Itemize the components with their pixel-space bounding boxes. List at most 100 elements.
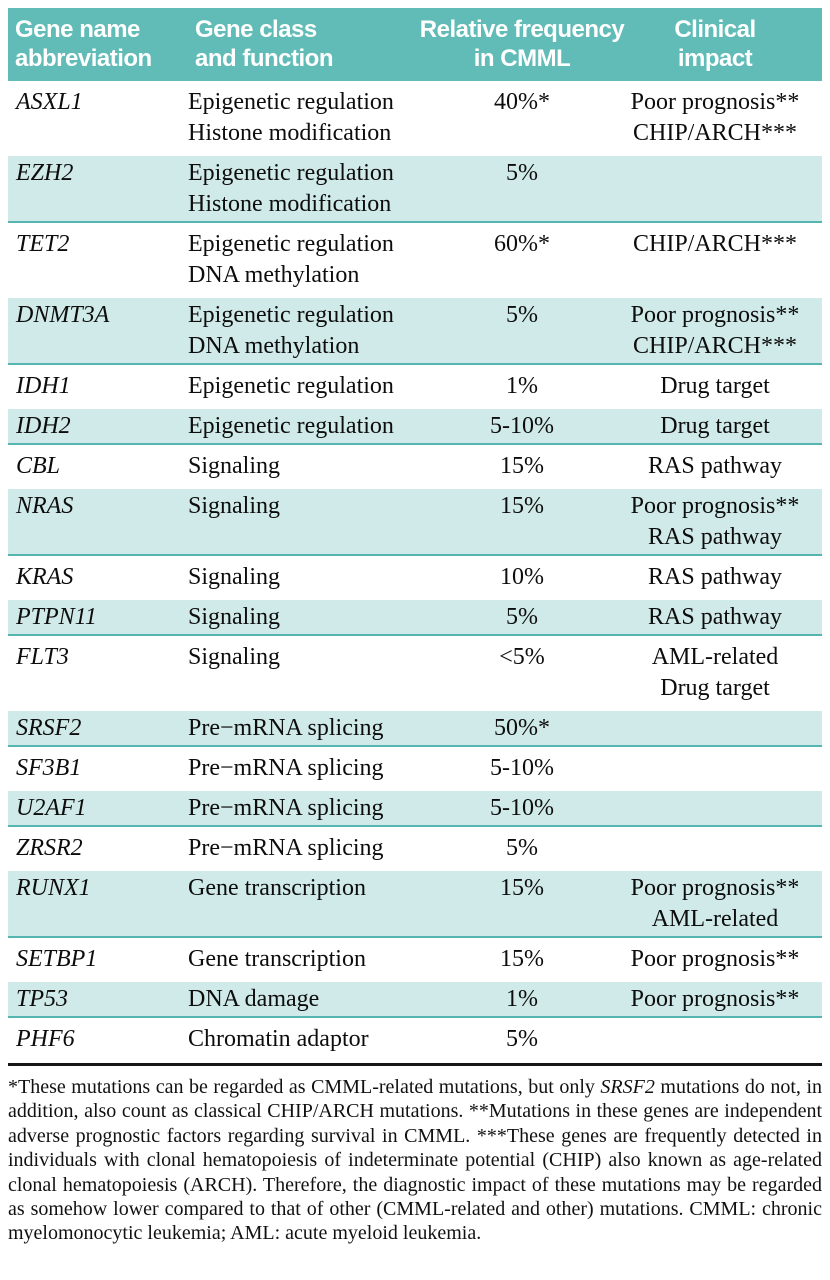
gene-class-cell: Pre−mRNA splicing	[188, 753, 416, 784]
gene-name-cell: CBL	[16, 453, 61, 479]
gene-class-cell: Epigenetic regulation DNA methylation	[188, 229, 416, 291]
clinical-impact-cell: Poor prognosis** CHIP/ARCH***	[628, 87, 822, 149]
gene-class-line: Signaling	[188, 453, 281, 479]
gene-class-cell: Epigenetic regulation	[188, 411, 416, 442]
gene-class-line: DNA damage	[188, 986, 320, 1012]
table-row: EZH2 Epigenetic regulation Histone modific…	[8, 156, 822, 223]
table-row: PHF6 Chromatin adaptor 5%	[8, 1018, 822, 1062]
gene-class-line: Epigenetic regulation	[188, 231, 394, 257]
table-bottom-rule	[8, 1063, 822, 1066]
clinical-impact-line: Drug target	[660, 675, 770, 701]
gene-name-cell: TP53	[16, 986, 69, 1012]
frequency-cell: 5%	[506, 835, 538, 861]
gene-class-line: Gene transcription	[188, 946, 366, 972]
gene-class-cell: Epigenetic regulation	[188, 371, 416, 402]
clinical-impact-line: Poor prognosis**	[630, 946, 800, 972]
clinical-impact-cell: Poor prognosis** CHIP/ARCH***	[628, 300, 822, 362]
frequency-cell: 5-10%	[490, 413, 554, 439]
frequency-cell: 5%	[506, 160, 538, 186]
clinical-impact-cell: RAS pathway	[628, 562, 822, 593]
column-header-impact: Clinical impact	[628, 15, 822, 73]
table-row: CBL Signaling 15% RAS pathway	[8, 445, 822, 489]
clinical-impact-line: Poor prognosis**	[630, 302, 800, 328]
clinical-impact-line: RAS pathway	[648, 453, 782, 479]
gene-name-cell: NRAS	[16, 493, 74, 519]
gene-name-cell: SETBP1	[16, 946, 98, 972]
gene-name-cell: IDH1	[16, 373, 71, 399]
gene-name-cell: PTPN11	[16, 604, 97, 630]
gene-class-line: Pre−mRNA splicing	[188, 795, 384, 821]
table-row: FLT3 Signaling <5% AML-related Drug target	[8, 636, 822, 711]
table-row: IDH2 Epigenetic regulation 5-10% Drug targe…	[8, 409, 822, 445]
clinical-impact-line: RAS pathway	[648, 524, 782, 550]
gene-class-cell: Chromatin adaptor	[188, 1024, 416, 1055]
gene-class-line: DNA methylation	[188, 262, 360, 288]
gene-class-line: Pre−mRNA splicing	[188, 755, 384, 781]
clinical-impact-cell: Poor prognosis**	[628, 984, 822, 1015]
gene-name-cell: TET2	[16, 231, 70, 257]
gene-class-line: Histone modification	[188, 120, 392, 146]
gene-name-cell: DNMT3A	[16, 302, 110, 328]
frequency-cell: 40%*	[494, 89, 550, 115]
table-header-row: Gene name abbreviation Gene class and funct…	[8, 8, 822, 81]
clinical-impact-line: Poor prognosis**	[630, 875, 800, 901]
gene-name-cell: EZH2	[16, 160, 74, 186]
frequency-cell: 1%	[506, 986, 538, 1012]
gene-class-cell: Gene transcription	[188, 944, 416, 975]
clinical-impact-line: CHIP/ARCH***	[632, 120, 798, 146]
clinical-impact-line: RAS pathway	[648, 564, 782, 590]
table-row: KRAS Signaling 10% RAS pathway	[8, 556, 822, 600]
clinical-impact-line: Poor prognosis**	[630, 493, 800, 519]
frequency-cell: 15%	[500, 453, 544, 479]
frequency-cell: 15%	[500, 875, 544, 901]
gene-class-line: Signaling	[188, 644, 281, 670]
column-header-line: and function	[195, 45, 333, 72]
gene-class-cell: Pre−mRNA splicing	[188, 833, 416, 864]
gene-class-cell: Signaling	[188, 491, 416, 522]
table-row: IDH1 Epigenetic regulation 1% Drug target	[8, 365, 822, 409]
frequency-cell: 5-10%	[490, 755, 554, 781]
clinical-impact-cell: CHIP/ARCH***	[628, 229, 822, 260]
clinical-impact-cell: Poor prognosis**	[628, 944, 822, 975]
clinical-impact-cell: Drug target	[628, 371, 822, 402]
gene-class-cell: Signaling	[188, 562, 416, 593]
table-row: RUNX1 Gene transcription 15% Poor prognosis…	[8, 871, 822, 938]
column-header-frequency: Relative frequency in CMML	[416, 15, 628, 73]
gene-name-cell: SF3B1	[16, 755, 82, 781]
clinical-impact-line: Poor prognosis**	[630, 986, 800, 1012]
column-header-line: Relative frequency	[419, 16, 625, 43]
gene-class-line: DNA methylation	[188, 333, 360, 359]
column-header-line: impact	[677, 45, 753, 72]
gene-class-line: Pre−mRNA splicing	[188, 715, 384, 741]
column-header-gene: Gene name abbreviation	[8, 15, 188, 73]
table-row: NRAS Signaling 15% Poor prognosis** RAS path…	[8, 489, 822, 556]
gene-class-cell: Pre−mRNA splicing	[188, 793, 416, 824]
gene-class-cell: Signaling	[188, 642, 416, 673]
clinical-impact-line: CHIP/ARCH***	[632, 333, 798, 359]
gene-class-line: Signaling	[188, 493, 281, 519]
frequency-cell: 1%	[506, 373, 538, 399]
clinical-impact-cell: RAS pathway	[628, 451, 822, 482]
gene-class-cell: Gene transcription	[188, 873, 416, 904]
gene-name-cell: FLT3	[16, 644, 69, 670]
gene-class-line: Epigenetic regulation	[188, 373, 394, 399]
gene-name-cell: PHF6	[16, 1026, 75, 1052]
table-row: SRSF2 Pre−mRNA splicing 50%*	[8, 711, 822, 747]
footnote-text: mutations do not, in addition, also coun…	[8, 1076, 822, 1245]
gene-class-line: Epigenetic regulation	[188, 160, 394, 186]
gene-class-cell: Signaling	[188, 602, 416, 633]
gene-class-cell: Epigenetic regulation Histone modificatio…	[188, 158, 416, 220]
frequency-cell: 5-10%	[490, 795, 554, 821]
gene-name-cell: KRAS	[16, 564, 74, 590]
gene-name-cell: IDH2	[16, 413, 71, 439]
frequency-cell: 50%*	[494, 715, 550, 741]
table-body: ASXL1 Epigenetic regulation Histone modifi…	[8, 81, 822, 1062]
gene-class-cell: Signaling	[188, 451, 416, 482]
gene-class-line: Chromatin adaptor	[188, 1026, 369, 1052]
gene-class-line: Epigenetic regulation	[188, 413, 394, 439]
clinical-impact-line: RAS pathway	[648, 604, 782, 630]
clinical-impact-cell: RAS pathway	[628, 602, 822, 633]
gene-class-cell: Epigenetic regulation DNA methylation	[188, 300, 416, 362]
column-header-line: in CMML	[473, 45, 571, 72]
